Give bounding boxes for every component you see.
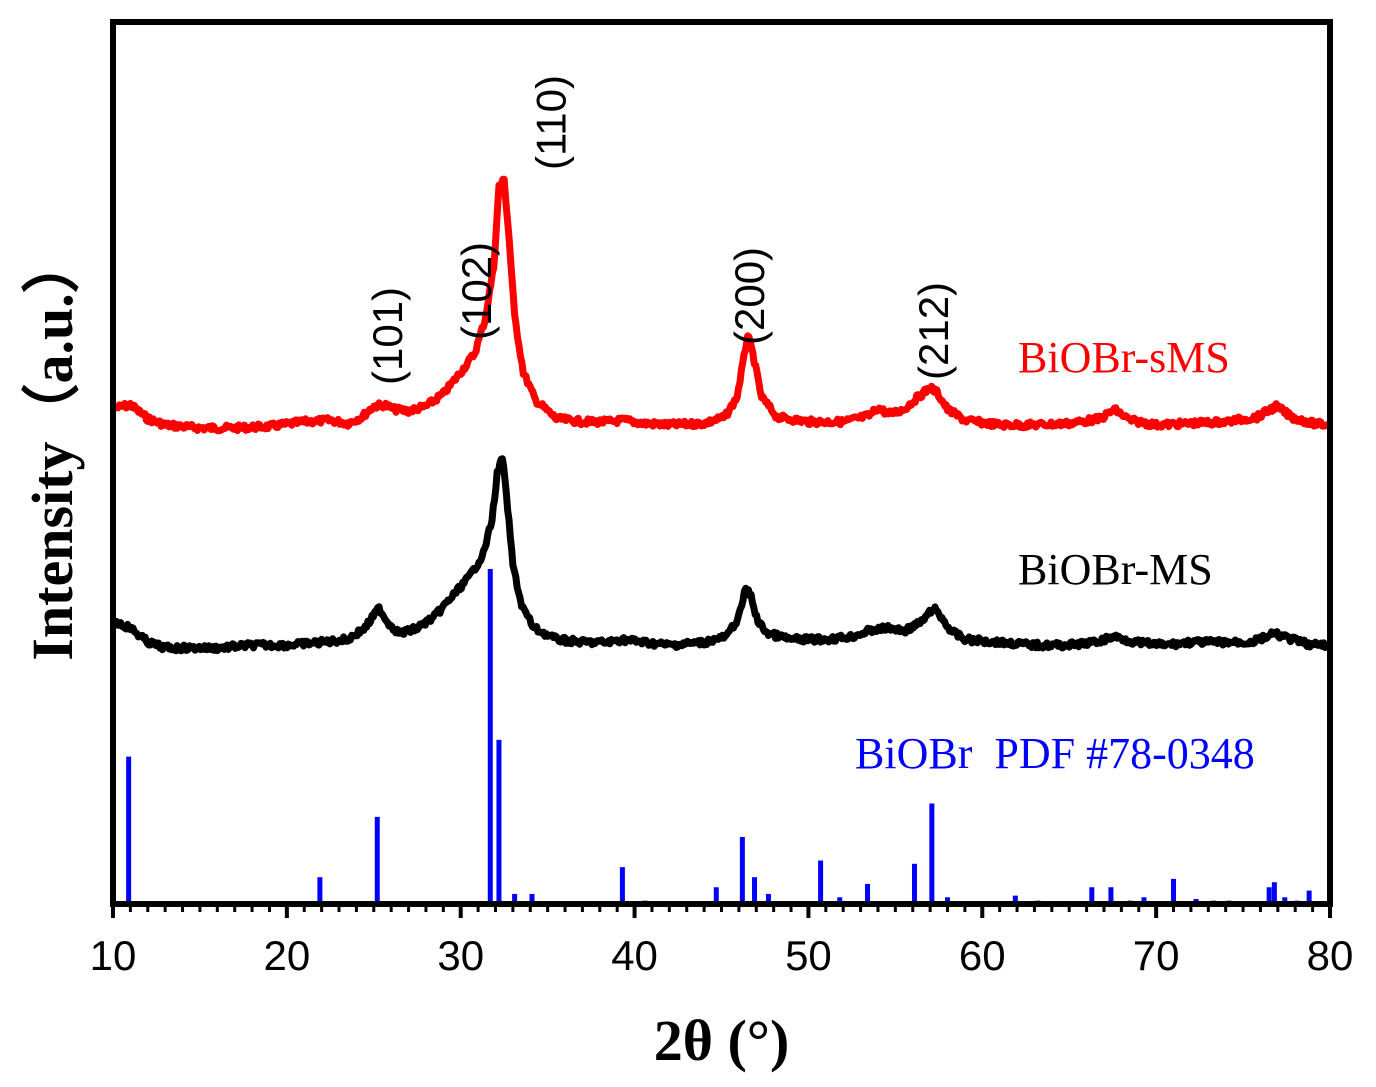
x-tick-label: 70 bbox=[1133, 932, 1180, 979]
peak-label: (200) bbox=[726, 247, 773, 345]
peak-label: (101) bbox=[364, 287, 411, 385]
peak-label: (102) bbox=[453, 242, 500, 340]
x-tick-label: 20 bbox=[263, 932, 310, 979]
series-biobr-sms-line bbox=[113, 175, 1330, 435]
peak-label: (110) bbox=[527, 75, 574, 170]
axis-ticks bbox=[111, 904, 1332, 918]
peak-annotations: (101) (102) (110) (200) (212) bbox=[364, 75, 957, 385]
series-biobr-ms-line bbox=[113, 455, 1330, 655]
x-tick-label: 30 bbox=[437, 932, 484, 979]
series-biobr-pdf-78-0348 bbox=[126, 569, 1312, 904]
x-tick-label: 50 bbox=[785, 932, 832, 979]
series-labels: BiOBr-sMS BiOBr-MS BiOBr PDF #78-0348 bbox=[855, 333, 1255, 778]
series-label: BiOBr PDF #78-0348 bbox=[855, 729, 1255, 778]
x-tick-label: 40 bbox=[611, 932, 658, 979]
series-label: BiOBr-MS bbox=[1018, 545, 1213, 594]
x-tick-label: 60 bbox=[959, 932, 1006, 979]
x-tick-labels: 10 20 30 40 50 60 70 80 bbox=[90, 932, 1354, 979]
series-label: BiOBr-sMS bbox=[1018, 333, 1230, 382]
plot-content bbox=[113, 175, 1330, 904]
x-tick-label: 10 bbox=[90, 932, 137, 979]
peak-label: (212) bbox=[910, 282, 957, 380]
y-axis-title: Intensity（a.u.） bbox=[20, 235, 85, 660]
x-tick-label: 80 bbox=[1307, 932, 1354, 979]
x-axis-title: 2θ (°) bbox=[654, 1008, 790, 1073]
